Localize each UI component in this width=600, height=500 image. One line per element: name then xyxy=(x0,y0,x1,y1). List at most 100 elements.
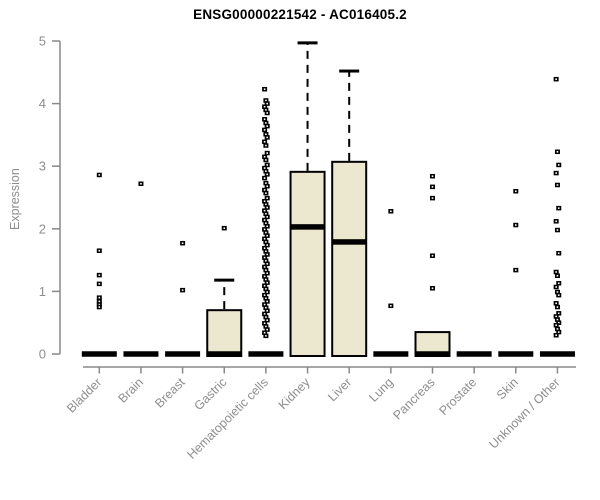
outlier-marker-center xyxy=(266,136,268,139)
box-gastric xyxy=(206,309,243,357)
outlier-marker-center xyxy=(263,247,266,250)
outlier-point-hematopoietic-cells xyxy=(263,296,269,301)
outlier-marker-center xyxy=(263,322,266,325)
outlier-marker-center xyxy=(266,244,268,246)
outlier-point-hematopoietic-cells xyxy=(264,101,270,106)
outlier-point-unknown-other xyxy=(554,317,560,322)
outlier-point-bladder xyxy=(96,281,102,287)
outlier-marker-center xyxy=(98,249,101,252)
outlier-point-bladder xyxy=(96,299,102,304)
outlier-point-lung xyxy=(388,209,394,214)
outlier-point-hematopoietic-cells xyxy=(262,217,268,223)
outlier-point-hematopoietic-cells xyxy=(262,292,268,298)
outlier-marker-center xyxy=(266,319,268,321)
outlier-marker-center xyxy=(265,133,267,136)
outlier-marker-center xyxy=(263,105,266,108)
outlier-point-unknown-other xyxy=(553,314,559,319)
outlier-marker-center xyxy=(263,167,266,169)
outlier-point-pancreas xyxy=(430,195,435,201)
outlier-point-unknown-other xyxy=(553,219,559,224)
outlier-marker-center xyxy=(263,284,266,287)
x-tick-label-hematopoietic-cells: Hematopoietic cells xyxy=(184,375,271,462)
whisker-cap-liver xyxy=(339,69,360,73)
outlier-marker-center xyxy=(98,283,101,285)
x-tick-label-skin: Skin xyxy=(494,375,521,402)
outlier-point-hematopoietic-cells xyxy=(264,270,270,276)
outlier-marker-center xyxy=(556,318,559,321)
outlier-point-breast xyxy=(180,287,186,293)
outlier-point-unknown-other xyxy=(556,311,562,316)
outlier-point-hematopoietic-cells xyxy=(263,202,269,207)
y-tick-label-4: 4 xyxy=(39,96,46,111)
outlier-point-unknown-other xyxy=(554,227,560,233)
outlier-point-hematopoietic-cells xyxy=(263,239,269,245)
outlier-marker-center xyxy=(266,263,268,265)
outlier-marker-center xyxy=(265,212,267,215)
y-tick-label-5: 5 xyxy=(39,34,46,49)
y-tick-label-0: 0 xyxy=(39,347,46,362)
outlier-point-hematopoietic-cells xyxy=(262,321,268,326)
x-tick-label-breast: Breast xyxy=(152,375,188,411)
outlier-point-unknown-other xyxy=(553,284,559,290)
outlier-point-hematopoietic-cells xyxy=(262,264,268,270)
outlier-point-hematopoietic-cells xyxy=(264,280,270,285)
outlier-marker-center xyxy=(556,151,559,153)
outlier-marker-center xyxy=(263,129,266,131)
outlier-marker-center xyxy=(263,275,266,278)
outlier-marker-center xyxy=(266,328,268,331)
outlier-marker-center xyxy=(266,234,268,237)
median-bar-brain xyxy=(123,351,159,357)
outlier-point-hematopoietic-cells xyxy=(264,289,270,295)
outlier-point-hematopoietic-cells xyxy=(264,195,270,201)
outlier-marker-center xyxy=(266,152,268,154)
outlier-marker-center xyxy=(263,156,266,158)
outlier-marker-center xyxy=(557,252,560,255)
outlier-point-hematopoietic-cells xyxy=(263,157,269,163)
outlier-marker-center xyxy=(556,229,559,231)
outlier-point-hematopoietic-cells xyxy=(264,261,270,267)
whisker-cap-gastric xyxy=(214,278,235,282)
outlier-point-unknown-other xyxy=(553,170,559,176)
outlier-marker-center xyxy=(265,325,267,328)
median-line-kidney xyxy=(290,224,325,230)
x-tick-label-bladder: Bladder xyxy=(64,375,104,415)
outlier-marker-center xyxy=(98,300,101,303)
outlier-marker-center xyxy=(265,269,267,271)
median-bar-unknown-other xyxy=(539,351,575,357)
outlier-marker-center xyxy=(266,253,268,256)
outlier-marker-center xyxy=(98,274,101,276)
outlier-point-hematopoietic-cells xyxy=(262,86,268,92)
outlier-marker-center xyxy=(263,331,266,334)
outlier-point-unknown-other xyxy=(553,332,559,338)
outlier-point-skin xyxy=(513,188,519,194)
outlier-marker-center xyxy=(266,112,268,114)
outlier-marker-center xyxy=(266,281,268,284)
outlier-marker-center xyxy=(263,266,266,268)
outlier-marker-center xyxy=(265,222,267,224)
outlier-point-hematopoietic-cells xyxy=(263,190,269,196)
outlier-point-hematopoietic-cells xyxy=(262,139,268,145)
outlier-point-hematopoietic-cells xyxy=(262,255,268,260)
outlier-marker-center xyxy=(266,310,268,312)
x-tick-label-kidney: Kidney xyxy=(276,375,313,412)
outlier-marker-center xyxy=(263,294,266,296)
whisker-cap-kidney xyxy=(297,41,318,45)
outlier-marker-center xyxy=(265,99,267,102)
outlier-point-hematopoietic-cells xyxy=(263,120,269,126)
median-bar-hematopoietic-cells xyxy=(248,351,284,357)
outlier-point-unknown-other xyxy=(554,289,560,295)
outlier-marker-center xyxy=(557,207,560,209)
outlier-marker-center xyxy=(265,297,267,300)
outlier-point-hematopoietic-cells xyxy=(263,314,269,320)
outlier-marker-center xyxy=(557,282,560,285)
outlier-marker-center xyxy=(265,250,267,253)
outlier-marker-center xyxy=(265,241,267,243)
outlier-point-hematopoietic-cells xyxy=(264,172,270,177)
outlier-point-hematopoietic-cells xyxy=(264,135,270,140)
y-tick-label-3: 3 xyxy=(39,159,46,174)
outlier-point-hematopoietic-cells xyxy=(262,127,268,133)
outlier-point-hematopoietic-cells xyxy=(263,258,269,263)
outlier-marker-center xyxy=(555,271,557,273)
outlier-marker-center xyxy=(555,286,557,288)
outlier-marker-center xyxy=(556,306,559,308)
